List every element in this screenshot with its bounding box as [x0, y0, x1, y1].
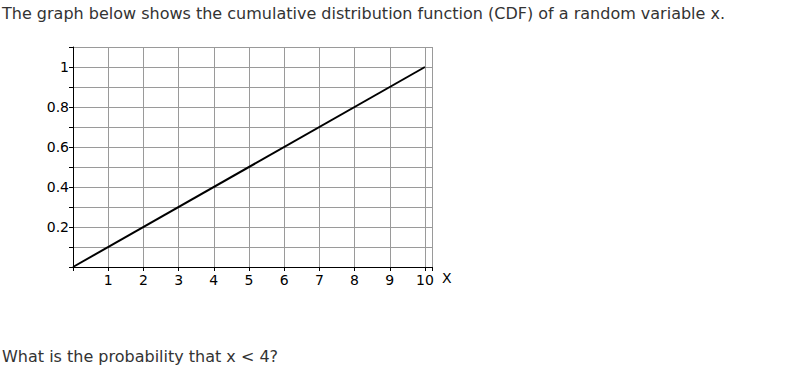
- svg-text:4: 4: [209, 272, 218, 288]
- svg-text:5: 5: [245, 272, 254, 288]
- svg-text:3: 3: [174, 272, 183, 288]
- svg-text:0.2: 0.2: [47, 219, 69, 235]
- html-text:What is the probability that x: What is the probability that x < 4?: [2, 347, 279, 366]
- svg-text:X: X: [442, 270, 452, 286]
- html-text:The graph below shows the cumu: The graph below shows the cumulative dis…: [2, 4, 725, 23]
- svg-text:7: 7: [315, 272, 324, 288]
- svg-text:2: 2: [139, 272, 148, 288]
- svg-text:1: 1: [60, 59, 69, 75]
- svg-text:6: 6: [280, 272, 289, 288]
- svg-text:0.4: 0.4: [47, 179, 69, 195]
- svg-text:1: 1: [104, 272, 113, 288]
- svg-text:8: 8: [350, 272, 359, 288]
- svg-text:0.8: 0.8: [47, 99, 69, 115]
- svg-text:0.6: 0.6: [47, 139, 69, 155]
- svg-text:9: 9: [385, 272, 394, 288]
- svg-text:10: 10: [416, 272, 434, 288]
